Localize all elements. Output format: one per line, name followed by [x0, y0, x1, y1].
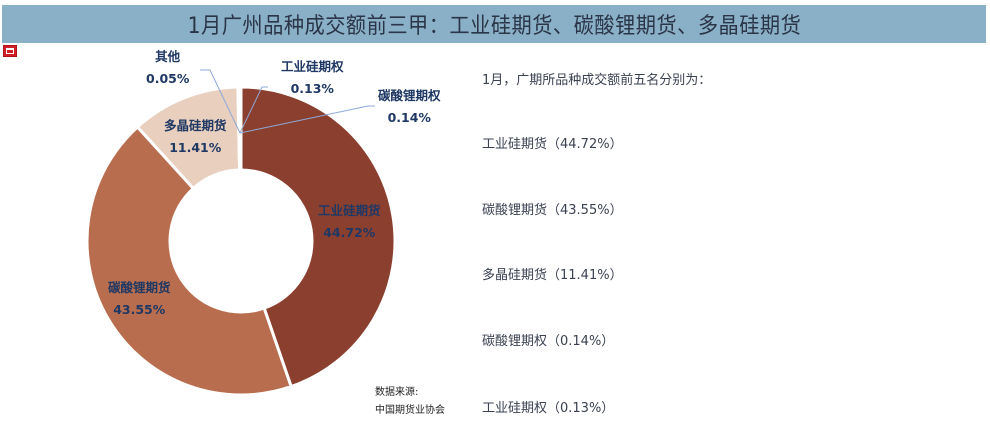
- label-name: 碳酸锂期货: [108, 280, 171, 295]
- donut-slice: [239, 85, 397, 389]
- label-name: 碳酸锂期权: [378, 88, 441, 103]
- summary-intro: 1月，广期所品种成交额前五名分别为：: [482, 73, 712, 88]
- summary-item: 工业硅期货（44.72%）: [482, 137, 623, 152]
- label-name: 其他: [155, 49, 181, 64]
- leader-lines: [200, 69, 375, 134]
- summary-item: 碳酸锂期权（0.14%）: [482, 334, 615, 349]
- label-name: 工业硅期权: [281, 59, 344, 74]
- donut-slice: [85, 124, 294, 397]
- label-li-option: 碳酸锂期权 0.14%: [378, 85, 441, 129]
- label-li-futures: 碳酸锂期货 43.55%: [108, 277, 171, 321]
- label-value: 44.72%: [323, 225, 376, 240]
- source-value: 中国期货业协会: [375, 405, 445, 416]
- leader-line-li-option: [239, 105, 375, 134]
- title-bar: 1月广州品种成交额前三甲：工业硅期货、碳酸锂期货、多晶硅期货: [2, 5, 986, 43]
- summary-item: 碳酸锂期货（43.55%）: [482, 203, 623, 218]
- summary-item: 工业硅期权（0.13%）: [482, 401, 615, 416]
- summary-item: 多晶硅期货（11.41%）: [482, 268, 623, 283]
- source-label: 数据来源:: [375, 387, 419, 398]
- label-name: 多晶硅期货: [164, 118, 227, 133]
- label-value: 0.14%: [387, 110, 431, 125]
- label-poly-futures: 多晶硅期货 11.41%: [164, 115, 227, 159]
- label-value: 43.55%: [113, 302, 166, 317]
- page-title: 1月广州品种成交额前三甲：工业硅期货、碳酸锂期货、多晶硅期货: [187, 14, 801, 39]
- label-si-futures: 工业硅期货 44.72%: [318, 200, 381, 244]
- label-si-option: 工业硅期权 0.13%: [281, 56, 344, 100]
- label-name: 工业硅期货: [318, 203, 381, 218]
- leader-line-other: [200, 69, 241, 134]
- label-value: 0.13%: [290, 81, 334, 96]
- exchange-logo-icon: [3, 45, 17, 57]
- label-value: 11.41%: [169, 140, 222, 155]
- donut-slices: [85, 85, 397, 397]
- leader-line-si-option: [239, 86, 268, 134]
- label-value: 0.05%: [146, 71, 190, 86]
- label-other: 其他 0.05%: [146, 46, 189, 90]
